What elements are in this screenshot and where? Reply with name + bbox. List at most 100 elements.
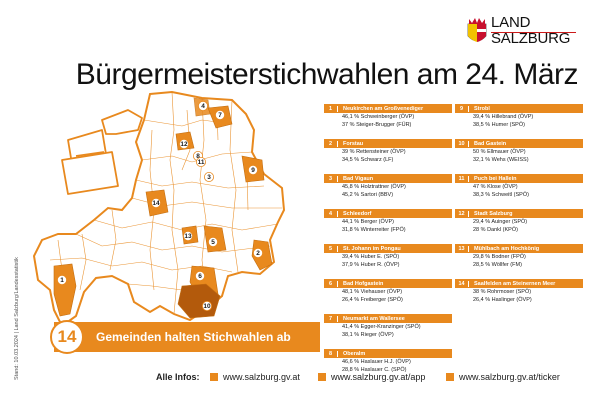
municipality-name: Neukirchen am Großvenediger: [343, 105, 424, 112]
result-entry-header: 8 Oberalm: [324, 349, 452, 358]
map-marker: 13: [182, 230, 193, 241]
map-marker: 14: [151, 198, 162, 209]
candidate-result: 28 % Dankl (KPÖ): [473, 227, 518, 233]
municipality-name: St. Johann im Pongau: [343, 245, 401, 252]
candidate-result: 29,8 % Bodner (FPÖ): [473, 254, 526, 260]
candidate-result: 34,5 % Schwarz (LF): [342, 157, 394, 163]
candidate-result: 38,5 % Humer (SPÖ): [473, 122, 525, 128]
candidate-result: 46,6 % Haslauer H.J. (ÖVP): [342, 359, 411, 365]
salzburg-map: 1 2 3 4 5 6 7 8 9 10 11 12 13 14: [32, 90, 322, 330]
candidate-result: 44,1 % Berger (ÖVP): [342, 219, 394, 225]
map-marker: 5: [207, 236, 218, 247]
footer-link-ticker[interactable]: www.salzburg.gv.at/ticker: [446, 372, 560, 382]
result-number: 14: [455, 280, 469, 287]
candidate-result: 38,3 % Schweitl (SPÖ): [473, 192, 529, 198]
municipality-name: Saalfelden am Steinernen Meer: [474, 280, 556, 287]
map-marker-label: 11: [198, 159, 205, 166]
candidate-result: 50 % Ellmauer (ÖVP): [473, 149, 526, 155]
result-entry-header: 5 St. Johann im Pongau: [324, 244, 452, 253]
candidate-result: 38 % Rohrmoser (SPÖ): [473, 289, 532, 295]
municipality-name: Puch bei Hallein: [474, 175, 517, 182]
result-entry-header: 2 Forstau: [324, 139, 452, 148]
map-marker-label: 7: [218, 112, 222, 119]
map-marker: 9: [247, 165, 258, 176]
result-entry: 11 Puch bei Hallein 47 % Klose (ÖVP) 38,3 %…: [455, 174, 583, 205]
result-number: 11: [455, 175, 469, 182]
summary-label: Gemeinden halten Stichwahlen ab: [96, 330, 291, 344]
municipality-name: Bad Hofgastein: [343, 280, 384, 287]
municipality-name: Bad Vigaun: [343, 175, 374, 182]
logo-underline: [491, 32, 576, 33]
map-marker: 1: [56, 274, 67, 285]
result-entry: 13 Mühlbach am Hochkönig 29,8 % Bodner (FP…: [455, 244, 583, 275]
page-title: Bürgermeisterstichwahlen am 24. März: [75, 58, 579, 91]
map-marker-label: 10: [203, 303, 211, 310]
map-marker-label: 3: [207, 174, 211, 181]
bullet-square-icon: [318, 373, 326, 381]
results-column-right: 9 Strobl 39,4 % Hillebrand (ÖVP) 38,5 % Hum…: [455, 104, 583, 314]
candidate-result: 26,4 % Freiberger (SPÖ): [342, 297, 403, 303]
municipality-name: Oberalm: [343, 350, 366, 357]
candidate-result: 32,1 % Wehs (WEISS): [473, 157, 529, 163]
candidate-result: 45,8 % Holztrattner (ÖVP): [342, 184, 406, 190]
result-number: 2: [324, 140, 338, 147]
result-entry: 6 Bad Hofgastein 48,1 % Viehauser (ÖVP) 26,…: [324, 279, 452, 310]
map-marker-label: 2: [256, 250, 260, 257]
map-marker-label: 5: [211, 239, 215, 246]
result-entry: 1 Neukirchen am Großvenediger 46,1 % Schwe…: [324, 104, 452, 135]
candidate-result: 46,1 % Schweinberger (ÖVP): [342, 114, 415, 120]
logo-wordmark: LAND SALZBURG: [491, 14, 571, 47]
result-entry-header: 7 Neumarkt am Wallersee: [324, 314, 452, 323]
map-marker: 11: [195, 157, 206, 168]
candidate-result: 41,4 % Egger-Kranzinger (SPÖ): [342, 324, 421, 330]
map-marker-label: 12: [180, 141, 188, 148]
footer-link-site[interactable]: www.salzburg.gv.at: [210, 372, 300, 382]
results-column-left: 1 Neukirchen am Großvenediger 46,1 % Schwe…: [324, 104, 452, 384]
result-entry-header: 11 Puch bei Hallein: [455, 174, 583, 183]
map-marker: 7: [214, 109, 225, 120]
map-marker-label: 9: [251, 167, 255, 174]
result-entry: 12 Stadt Salzburg 29,4 % Auinger (SPÖ) 28 %…: [455, 209, 583, 240]
candidate-result: 39 % Rettensteiner (ÖVP): [342, 149, 406, 155]
bullet-square-icon: [446, 373, 454, 381]
map-marker: 4: [197, 100, 208, 111]
candidate-result: 48,1 % Viehauser (ÖVP): [342, 289, 403, 295]
result-number: 3: [324, 175, 338, 182]
result-entry-header: 3 Bad Vigaun: [324, 174, 452, 183]
result-entry: 5 St. Johann im Pongau 39,4 % Huber E. (SP…: [324, 244, 452, 275]
source-note: Stand: 10.03.2024 | Land Salzburg/Landes…: [14, 257, 20, 380]
candidate-result: 28,8 % Haslauer C. (SPÖ): [342, 367, 407, 373]
municipality-name: Strobl: [474, 105, 490, 112]
footer-label: Alle Infos:: [156, 372, 200, 382]
result-number: 5: [324, 245, 338, 252]
map-marker: 10: [201, 300, 212, 311]
result-number: 4: [324, 210, 338, 217]
result-entry: 3 Bad Vigaun 45,8 % Holztrattner (ÖVP) 45,2…: [324, 174, 452, 205]
result-number: 6: [324, 280, 338, 287]
map-marker-label: 8: [196, 153, 200, 160]
ballot-box-icon: [61, 151, 119, 195]
candidate-result: 38,1 % Rieger (ÖVP): [342, 332, 394, 338]
candidate-result: 28,5 % Wöllfer (FM): [473, 262, 522, 268]
result-entry-header: 10 Bad Gastein: [455, 139, 583, 148]
result-entry-header: 13 Mühlbach am Hochkönig: [455, 244, 583, 253]
map-marker: 12: [178, 139, 189, 150]
summary-count: 14: [50, 320, 84, 354]
map-marker: 3: [203, 172, 214, 183]
result-entry-header: 1 Neukirchen am Großvenediger: [324, 104, 452, 113]
bullet-square-icon: [210, 373, 218, 381]
municipality-name: Bad Gastein: [474, 140, 507, 147]
municipality-name: Neumarkt am Wallersee: [343, 315, 405, 322]
map-marker-label: 1: [60, 277, 64, 284]
map-marker-label: 13: [184, 233, 192, 240]
municipality-name: Mühlbach am Hochkönig: [474, 245, 540, 252]
result-entry-header: 12 Stadt Salzburg: [455, 209, 583, 218]
footer-link-app[interactable]: www.salzburg.gv.at/app: [318, 372, 425, 382]
map-marker-label: 4: [201, 103, 205, 110]
candidate-result: 45,2 % Sartori (BBV): [342, 192, 394, 198]
result-entry-header: 9 Strobl: [455, 104, 583, 113]
map-marker: 6: [194, 270, 205, 281]
result-entry-header: 6 Bad Hofgastein: [324, 279, 452, 288]
coat-of-arms-icon: [467, 18, 487, 42]
candidate-result: 39,4 % Hillebrand (ÖVP): [473, 114, 534, 120]
